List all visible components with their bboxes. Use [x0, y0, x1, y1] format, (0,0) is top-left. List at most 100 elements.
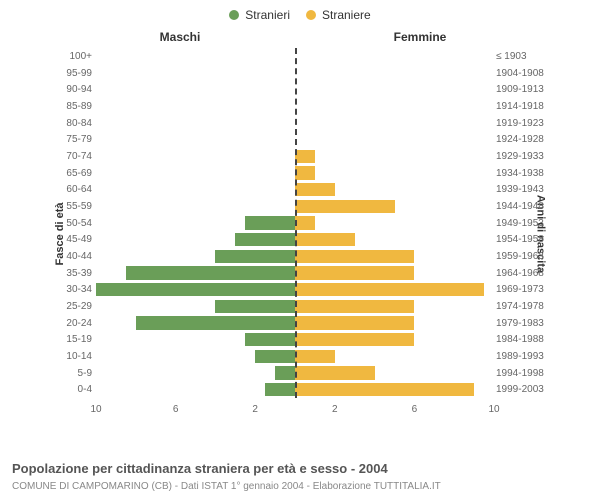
bar-female	[295, 266, 414, 279]
x-tick: 6	[412, 404, 418, 415]
bar-male	[255, 350, 295, 363]
legend-item-male: Stranieri	[229, 8, 290, 22]
bar-container-female	[295, 381, 494, 398]
bar-container-male	[96, 231, 295, 248]
legend-item-female: Straniere	[306, 8, 371, 22]
age-label: 55-59	[56, 201, 92, 212]
bar-male	[215, 300, 295, 313]
birth-label: 1919-1923	[496, 118, 544, 129]
age-label: 85-89	[56, 101, 92, 112]
age-label: 25-29	[56, 301, 92, 312]
bar-container-female	[295, 331, 494, 348]
bar-container-male	[96, 148, 295, 165]
birth-label: 1954-1958	[496, 234, 544, 245]
bar-female	[295, 183, 335, 196]
birth-label: 1929-1933	[496, 151, 544, 162]
bar-container-female	[295, 248, 494, 265]
birth-label: 1994-1998	[496, 368, 544, 379]
age-label: 30-34	[56, 284, 92, 295]
x-tick: 10	[90, 404, 101, 415]
birth-label: 1909-1913	[496, 84, 544, 95]
bar-male	[136, 316, 295, 329]
age-label: 70-74	[56, 151, 92, 162]
bar-container-female	[295, 348, 494, 365]
legend-dot-female	[306, 10, 316, 20]
bar-container-male	[96, 331, 295, 348]
birth-label: 1939-1943	[496, 184, 544, 195]
bar-male	[96, 283, 295, 296]
bar-container-male	[96, 131, 295, 148]
bar-container-female	[295, 48, 494, 65]
bar-male	[275, 366, 295, 379]
bar-container-male	[96, 181, 295, 198]
bar-container-female	[295, 231, 494, 248]
bar-female	[295, 333, 414, 346]
bar-container-female	[295, 165, 494, 182]
bar-male	[126, 266, 295, 279]
bar-container-male	[96, 215, 295, 232]
age-label: 50-54	[56, 218, 92, 229]
bar-container-male	[96, 315, 295, 332]
bar-container-female	[295, 298, 494, 315]
age-label: 15-19	[56, 334, 92, 345]
x-tick: 10	[488, 404, 499, 415]
bar-female	[295, 233, 355, 246]
bar-container-female	[295, 265, 494, 282]
age-label: 75-79	[56, 134, 92, 145]
bar-container-female	[295, 198, 494, 215]
birth-label: 1979-1983	[496, 318, 544, 329]
bar-female	[295, 366, 375, 379]
bar-container-male	[96, 248, 295, 265]
bar-container-female	[295, 281, 494, 298]
bar-container-female	[295, 215, 494, 232]
bar-male	[215, 250, 295, 263]
birth-label: 1949-1953	[496, 218, 544, 229]
age-label: 35-39	[56, 268, 92, 279]
bar-container-male	[96, 381, 295, 398]
bar-container-female	[295, 131, 494, 148]
birth-label: 1964-1968	[496, 268, 544, 279]
bar-container-male	[96, 365, 295, 382]
x-axis-right: 2610	[295, 400, 494, 420]
bar-container-male	[96, 165, 295, 182]
bar-container-female	[295, 115, 494, 132]
bar-female	[295, 150, 315, 163]
bar-container-male	[96, 65, 295, 82]
bar-female	[295, 383, 474, 396]
age-label: 95-99	[56, 68, 92, 79]
age-label: 65-69	[56, 168, 92, 179]
column-header-right: Femmine	[300, 30, 540, 44]
bar-male	[235, 233, 295, 246]
birth-label: 1924-1928	[496, 134, 544, 145]
column-headers: Maschi Femmine	[60, 30, 540, 44]
bar-container-male	[96, 265, 295, 282]
birth-label: ≤ 1903	[496, 51, 544, 62]
bar-container-male	[96, 348, 295, 365]
bar-female	[295, 200, 395, 213]
bar-female	[295, 166, 315, 179]
age-label: 60-64	[56, 184, 92, 195]
birth-label: 1904-1908	[496, 68, 544, 79]
bar-container-male	[96, 298, 295, 315]
birth-label: 1989-1993	[496, 351, 544, 362]
bar-female	[295, 216, 315, 229]
bar-male	[265, 383, 295, 396]
birth-label: 1974-1978	[496, 301, 544, 312]
bar-container-male	[96, 48, 295, 65]
birth-label: 1934-1938	[496, 168, 544, 179]
bar-container-female	[295, 315, 494, 332]
bar-container-female	[295, 65, 494, 82]
center-divider	[295, 48, 297, 398]
age-label: 40-44	[56, 251, 92, 262]
bar-container-male	[96, 115, 295, 132]
bar-container-male	[96, 98, 295, 115]
bar-container-male	[96, 198, 295, 215]
birth-label: 1944-1948	[496, 201, 544, 212]
age-label: 90-94	[56, 84, 92, 95]
bar-male	[245, 333, 295, 346]
x-axis-left: 2610	[96, 400, 295, 420]
bar-female	[295, 350, 335, 363]
age-label: 45-49	[56, 234, 92, 245]
birth-label: 1969-1973	[496, 284, 544, 295]
bar-container-male	[96, 281, 295, 298]
